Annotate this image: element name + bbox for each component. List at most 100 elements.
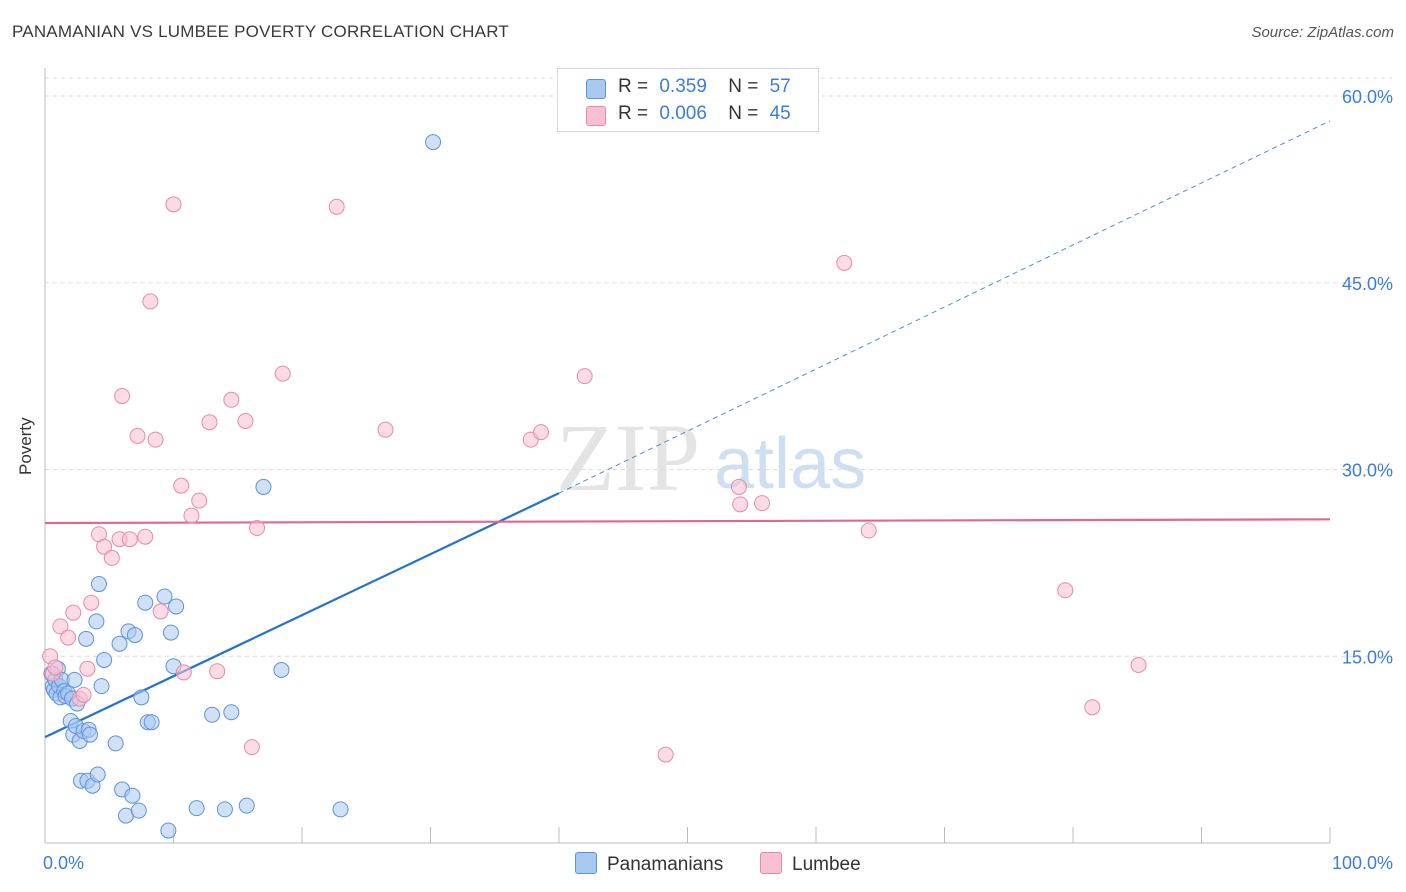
point-lumbee [209, 663, 226, 680]
y-tick-label: 60.0% [1342, 87, 1393, 107]
point-lumbee [121, 531, 138, 548]
point-lumbee [237, 412, 254, 429]
point-panamanians [81, 726, 98, 743]
y-tick-label: 45.0% [1342, 274, 1393, 294]
point-panamanians [162, 624, 179, 641]
grid-lines [45, 77, 1392, 657]
legend-r-label: R = [618, 76, 649, 97]
legend-r-label: R = [618, 103, 649, 124]
point-lumbee [65, 604, 82, 621]
point-lumbee [533, 424, 550, 441]
point-lumbee [730, 478, 747, 495]
point-panamanians [188, 800, 205, 817]
point-panamanians [90, 576, 107, 593]
legend-r-value: 0.359 [659, 76, 707, 97]
point-panamanians [124, 787, 141, 804]
correlation-legend: R = 0.359 N = 57 R = 0.006 N = 45 [557, 68, 819, 132]
point-lumbee [79, 660, 96, 677]
point-panamanians [255, 478, 272, 495]
point-lumbee [754, 495, 771, 512]
point-panamanians [111, 635, 128, 652]
point-panamanians [66, 671, 83, 688]
legend-n-value: 45 [769, 103, 791, 124]
point-lumbee [147, 431, 164, 448]
point-panamanians [168, 598, 185, 615]
data-points [42, 134, 1147, 839]
point-lumbee [152, 603, 169, 620]
point-lumbee [173, 477, 190, 494]
point-lumbee [137, 528, 154, 545]
bottom-legend-swatch-blue [575, 852, 597, 874]
point-panamanians [78, 630, 95, 647]
legend-swatch-blue [586, 79, 606, 99]
y-axis-label: Poverty [16, 417, 35, 475]
point-panamanians [204, 706, 221, 723]
point-lumbee [249, 520, 266, 537]
legend-swatch-pink [586, 106, 606, 126]
bottom-legend-label: Lumbee [792, 854, 861, 875]
point-panamanians [88, 613, 105, 630]
legend-n-label: N = [728, 76, 759, 97]
point-lumbee [274, 365, 291, 382]
point-panamanians [107, 735, 124, 752]
point-lumbee [377, 421, 394, 438]
point-panamanians [332, 801, 349, 818]
x-tick-label: 100.0% [1332, 853, 1393, 873]
point-panamanians [223, 704, 240, 721]
point-lumbee [576, 368, 593, 385]
point-panamanians [238, 797, 255, 814]
point-lumbee [657, 746, 674, 763]
point-lumbee [860, 522, 877, 539]
point-lumbee [1057, 582, 1074, 599]
point-lumbee [223, 391, 240, 408]
point-lumbee [60, 629, 77, 646]
point-panamanians [143, 714, 160, 731]
point-panamanians [216, 801, 233, 818]
point-lumbee [183, 507, 200, 524]
point-lumbee [732, 496, 749, 513]
bottom-legend-swatch-pink [760, 852, 782, 874]
point-lumbee [103, 549, 120, 566]
point-panamanians [96, 651, 113, 668]
point-panamanians [130, 802, 147, 819]
y-tick-label: 15.0% [1342, 647, 1393, 667]
trend-line-panamanians [44, 492, 560, 739]
point-lumbee [191, 492, 208, 509]
point-panamanians [137, 594, 154, 611]
point-lumbee [129, 427, 146, 444]
point-lumbee [201, 414, 218, 431]
bottom-legend-label: Panamanians [607, 854, 724, 875]
point-lumbee [1130, 656, 1147, 673]
point-panamanians [89, 766, 106, 783]
point-lumbee [836, 254, 853, 271]
point-panamanians [273, 661, 290, 678]
point-lumbee [52, 618, 69, 635]
point-lumbee [96, 538, 113, 555]
x-tick-label: 0.0% [43, 853, 84, 873]
point-lumbee [114, 388, 131, 405]
source-credit: Source: ZipAtlas.com [1251, 24, 1394, 41]
point-lumbee [328, 198, 345, 215]
point-lumbee [75, 686, 92, 703]
point-panamanians [425, 134, 442, 151]
point-lumbee [47, 659, 64, 676]
bottom-legend-lumbee: Lumbee [760, 852, 861, 876]
point-panamanians [93, 678, 110, 695]
point-lumbee [142, 293, 159, 310]
chart-title: PANAMANIAN VS LUMBEE POVERTY CORRELATION… [12, 22, 509, 41]
y-tick-label: 30.0% [1342, 461, 1393, 481]
legend-r-value: 0.006 [659, 103, 707, 124]
trend-line-panamanians-extension [558, 120, 1331, 494]
point-lumbee [243, 739, 260, 756]
point-lumbee [175, 664, 192, 681]
point-panamanians [133, 689, 150, 706]
point-lumbee [1084, 699, 1101, 716]
legend-n-value: 57 [769, 76, 791, 97]
point-panamanians [160, 822, 177, 839]
tick-labels: 15.0% 30.0% 45.0% 60.0% 0.0% 100.0% [43, 87, 1393, 873]
point-panamanians [126, 627, 143, 644]
bottom-legend-panamanians: Panamanians [575, 852, 723, 876]
watermark-zip: ZIP [556, 404, 700, 511]
point-lumbee [165, 196, 182, 213]
